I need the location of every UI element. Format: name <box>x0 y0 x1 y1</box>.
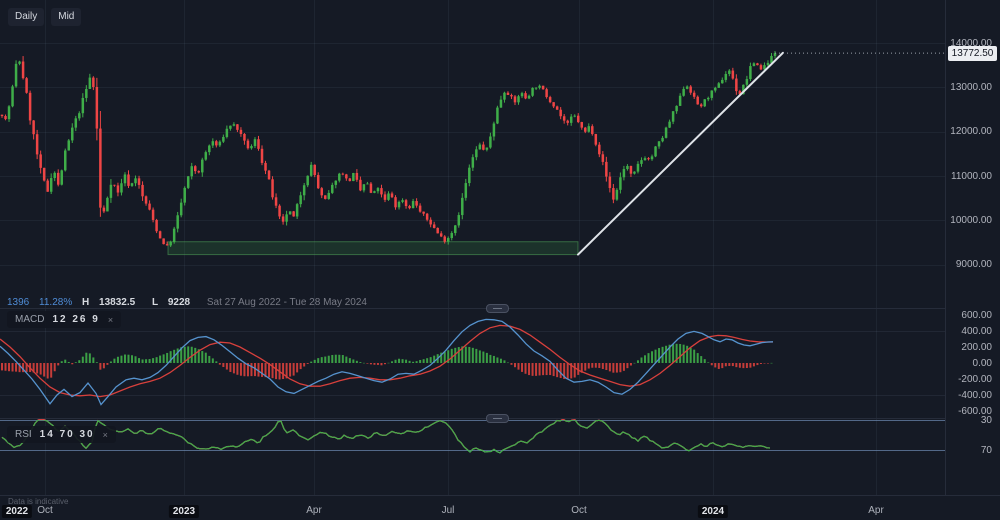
rsi-tick-label: 70 <box>980 444 992 456</box>
pane-separator[interactable] <box>0 308 945 309</box>
time-tick-year: 2022 <box>1 505 33 518</box>
price-axis[interactable]: 13772.50 14000.00 13000.00 12000.00 11000.0… <box>945 0 1000 495</box>
price-tick-label: 9000.00 <box>955 259 992 271</box>
price-tick-label: 14000.00 <box>950 37 992 49</box>
time-tick-year: 2023 <box>168 505 200 518</box>
last-price-label: 13772.50 <box>948 45 997 61</box>
time-axis[interactable]: Data is indicative 2022 Oct 2023 Apr Jul Oct 2… <box>0 495 1000 520</box>
macd-tick-label: -400.00 <box>958 389 992 401</box>
pane-separator[interactable] <box>0 418 945 419</box>
time-tick-label: Apr <box>868 505 884 516</box>
chart-canvas[interactable] <box>0 0 945 495</box>
change-value: 1396 <box>7 297 30 308</box>
rsi-remove-icon[interactable]: × <box>102 429 108 440</box>
price-tick-label: 12000.00 <box>950 126 992 138</box>
macd-tick-label: -200.00 <box>958 373 992 385</box>
macd-tick-label: -600.00 <box>958 405 992 417</box>
rsi-legend: RSI 14 70 30 × <box>7 426 116 443</box>
time-tick-label: Jul <box>441 505 455 516</box>
rsi-label: RSI <box>15 429 32 440</box>
timeframe-mid-button[interactable]: Mid <box>51 8 82 26</box>
disclaimer-text: Data is indicative <box>8 497 69 506</box>
macd-remove-icon[interactable]: × <box>107 314 114 325</box>
high-readout: H 13832.5 <box>82 297 136 308</box>
date-range: Sat 27 Aug 2022 - Tue 28 May 2024 <box>206 297 367 308</box>
pane-resize-handle[interactable] <box>486 304 509 313</box>
macd-tick-label: 600.00 <box>961 309 992 321</box>
time-tick-label: Apr <box>306 505 322 516</box>
rsi-tick-label: 30 <box>980 414 992 426</box>
macd-params: 12 26 9 <box>52 314 100 325</box>
macd-label: MACD <box>15 314 45 325</box>
timeframe-daily-button[interactable]: Daily <box>8 8 45 26</box>
macd-tick-label: 0.00 <box>972 357 992 369</box>
time-tick-label: Oct <box>37 505 53 516</box>
timeframe-toolbar: Daily Mid <box>8 8 82 26</box>
price-tick-label: 13000.00 <box>950 81 992 93</box>
pane-resize-handle[interactable] <box>486 414 509 423</box>
price-tick-label: 10000.00 <box>950 214 992 226</box>
symbol-stats-readout: 1396 11.28% H 13832.5 L 9228 Sat 27 Aug … <box>7 297 374 308</box>
low-readout: L 9228 <box>151 297 191 308</box>
macd-legend: MACD 12 26 9 × <box>7 311 122 328</box>
time-tick-year: 2024 <box>697 505 729 518</box>
macd-tick-label: 400.00 <box>961 325 992 337</box>
time-tick-label: Oct <box>571 505 587 516</box>
macd-tick-label: 200.00 <box>961 341 992 353</box>
change-percent: 11.28% <box>39 297 73 308</box>
rsi-params: 14 70 30 <box>39 429 95 440</box>
price-tick-label: 11000.00 <box>951 170 992 182</box>
